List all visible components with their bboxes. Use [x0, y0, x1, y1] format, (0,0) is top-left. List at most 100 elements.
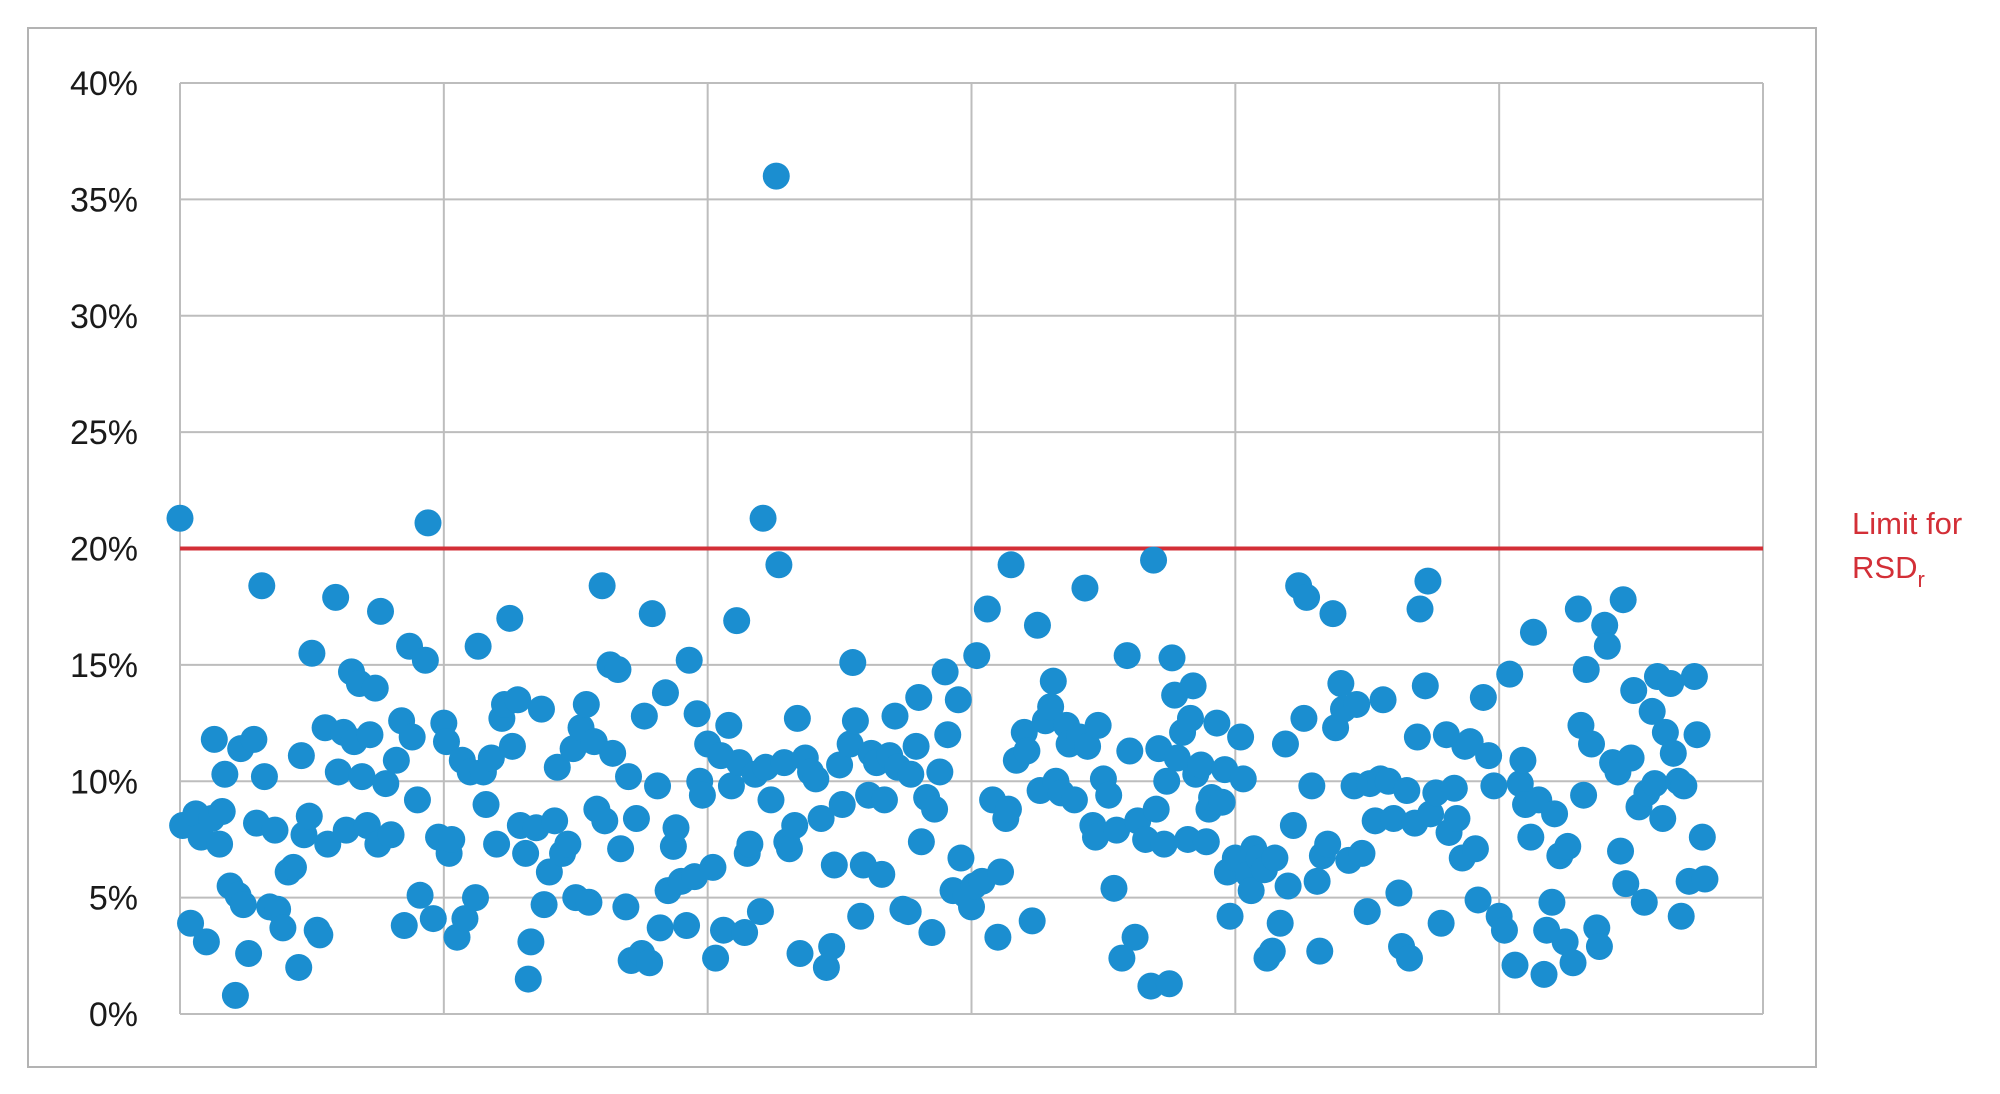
- limit-label-line2: RSDr: [1852, 550, 1925, 592]
- data-point: [541, 807, 569, 835]
- data-point: [1551, 928, 1579, 956]
- data-point: [921, 795, 949, 823]
- data-point: [575, 888, 603, 916]
- data-point: [572, 690, 600, 718]
- data-point: [1461, 835, 1489, 863]
- data-point: [894, 898, 922, 926]
- data-point: [749, 504, 777, 532]
- y-axis-ticks: 0% 5% 10% 15% 20% 25% 30% 35% 40%: [70, 65, 138, 1034]
- data-point: [1530, 960, 1558, 988]
- data-point: [1237, 877, 1265, 905]
- data-point: [1667, 902, 1695, 930]
- data-point: [1095, 781, 1123, 809]
- limit-label-main: RSD: [1852, 550, 1917, 585]
- data-point: [1179, 672, 1207, 700]
- data-point: [527, 695, 555, 723]
- data-point: [651, 679, 679, 707]
- data-point: [535, 858, 563, 886]
- data-point: [1084, 711, 1112, 739]
- data-point: [1018, 907, 1046, 935]
- data-point: [432, 728, 460, 756]
- data-point: [612, 893, 640, 921]
- data-point: [1071, 574, 1099, 602]
- data-point: [517, 928, 545, 956]
- data-point: [1593, 632, 1621, 660]
- data-point: [298, 639, 326, 667]
- data-point: [1688, 823, 1716, 851]
- data-point: [1343, 690, 1371, 718]
- data-point: [1417, 800, 1445, 828]
- data-point: [1591, 611, 1619, 639]
- data-point: [554, 830, 582, 858]
- data-point: [1155, 970, 1183, 998]
- data-point: [200, 725, 228, 753]
- data-point: [1620, 676, 1648, 704]
- data-point: [221, 981, 249, 1009]
- y-tick-label: 25%: [70, 414, 138, 452]
- data-point: [514, 965, 542, 993]
- data-point: [984, 923, 1012, 951]
- data-point: [1541, 800, 1569, 828]
- data-point: [1208, 788, 1236, 816]
- y-tick-label: 5%: [89, 880, 138, 918]
- data-point: [414, 509, 442, 537]
- data-point: [1227, 723, 1255, 751]
- data-point: [836, 730, 864, 758]
- data-point: [248, 572, 276, 600]
- data-point: [1649, 804, 1677, 832]
- data-point: [1100, 874, 1128, 902]
- data-point: [1670, 772, 1698, 800]
- data-point: [306, 921, 334, 949]
- data-point: [1163, 744, 1191, 772]
- data-point: [1266, 909, 1294, 937]
- data-point: [208, 798, 236, 826]
- data-point: [1293, 583, 1321, 611]
- data-point: [731, 919, 759, 947]
- data-point: [403, 786, 431, 814]
- data-point: [361, 674, 389, 702]
- data-point: [615, 763, 643, 791]
- data-point: [1108, 944, 1136, 972]
- data-point: [1187, 751, 1215, 779]
- data-point: [757, 786, 785, 814]
- data-point: [419, 905, 447, 933]
- data-point: [235, 939, 263, 967]
- data-point: [324, 758, 352, 786]
- data-point: [332, 816, 360, 844]
- data-point: [1153, 767, 1181, 795]
- data-point: [1683, 721, 1711, 749]
- data-point: [902, 732, 930, 760]
- data-point: [1082, 823, 1110, 851]
- data-point: [723, 607, 751, 635]
- data-point: [229, 891, 257, 919]
- data-point: [496, 604, 524, 632]
- data-point: [438, 825, 466, 853]
- data-point: [287, 742, 315, 770]
- data-point: [1572, 656, 1600, 684]
- data-point: [1121, 923, 1149, 951]
- data-point: [1406, 595, 1434, 623]
- data-point: [177, 909, 205, 937]
- data-point: [1395, 944, 1423, 972]
- data-point: [1203, 709, 1231, 737]
- data-point: [1314, 830, 1342, 858]
- data-point: [285, 953, 313, 981]
- data-point: [1570, 781, 1598, 809]
- data-point: [206, 830, 234, 858]
- data-point: [1279, 811, 1307, 839]
- data-point: [1519, 618, 1547, 646]
- data-point: [250, 763, 278, 791]
- data-point: [1274, 872, 1302, 900]
- data-point: [717, 772, 745, 800]
- data-point: [683, 700, 711, 728]
- data-point: [1369, 686, 1397, 714]
- data-point: [918, 919, 946, 947]
- data-point: [987, 858, 1015, 886]
- data-point: [1496, 660, 1524, 688]
- limit-label-line1: Limit for: [1852, 506, 1962, 541]
- data-point: [963, 642, 991, 670]
- data-point: [646, 914, 674, 942]
- limit-label-subscript: r: [1917, 567, 1924, 592]
